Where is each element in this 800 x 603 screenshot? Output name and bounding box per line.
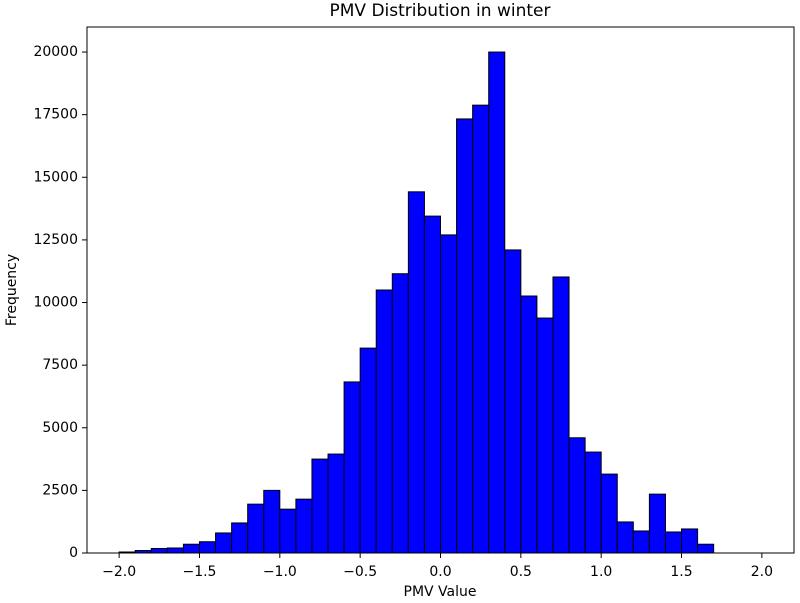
x-tick-label: −1.5	[182, 564, 216, 580]
bar	[664, 531, 683, 554]
bar	[231, 522, 249, 554]
chart-title: PMV Distribution in winter	[330, 1, 551, 21]
x-tick-label: −2.0	[102, 564, 136, 580]
y-tick-label: 15000	[33, 169, 78, 185]
bar	[375, 289, 393, 554]
bar	[504, 249, 522, 554]
bar	[456, 118, 474, 554]
bar	[697, 543, 715, 554]
y-tick-label: 17500	[33, 107, 78, 123]
y-tick-label: 12500	[33, 232, 78, 248]
x-axis-label: PMV Value	[404, 584, 477, 599]
bar	[247, 503, 265, 554]
bar	[295, 498, 313, 554]
bar	[552, 276, 570, 554]
bar	[632, 530, 650, 554]
y-tick-label: 5000	[42, 420, 78, 436]
y-tick-label: 0	[69, 545, 78, 561]
bar	[536, 317, 554, 554]
bar	[263, 489, 281, 554]
bar	[472, 104, 490, 554]
bar	[584, 451, 602, 554]
x-tick-label: 0.0	[429, 564, 451, 580]
bar	[520, 295, 538, 554]
bar	[407, 191, 425, 554]
bar	[150, 547, 168, 554]
y-tick-label: 2500	[42, 482, 78, 498]
x-tick-label: 0.5	[510, 564, 532, 580]
y-tick-label: 7500	[42, 357, 78, 373]
bar	[423, 215, 442, 554]
y-tick-label: 10000	[33, 295, 78, 311]
y-axis-label: Frequency	[4, 254, 20, 326]
bar	[343, 381, 361, 554]
bar	[359, 347, 377, 554]
x-tick-label: 2.0	[751, 564, 773, 580]
bar	[311, 458, 329, 554]
bar	[616, 521, 634, 554]
bar	[166, 547, 184, 554]
x-tick-label: 1.5	[670, 564, 692, 580]
x-tick-label: −1.0	[263, 564, 297, 580]
bar	[198, 541, 217, 554]
bar	[215, 532, 233, 554]
bar	[279, 508, 297, 554]
bar	[391, 273, 409, 554]
bar	[488, 51, 506, 554]
bar	[681, 528, 699, 554]
y-tick-label: 20000	[33, 44, 78, 60]
bar	[600, 473, 618, 554]
bar	[648, 493, 666, 554]
bar	[327, 453, 345, 554]
x-tick-label: −0.5	[343, 564, 377, 580]
bar	[182, 543, 200, 554]
x-tick-label: 1.0	[590, 564, 612, 580]
bar	[440, 234, 458, 554]
bar	[568, 437, 586, 554]
